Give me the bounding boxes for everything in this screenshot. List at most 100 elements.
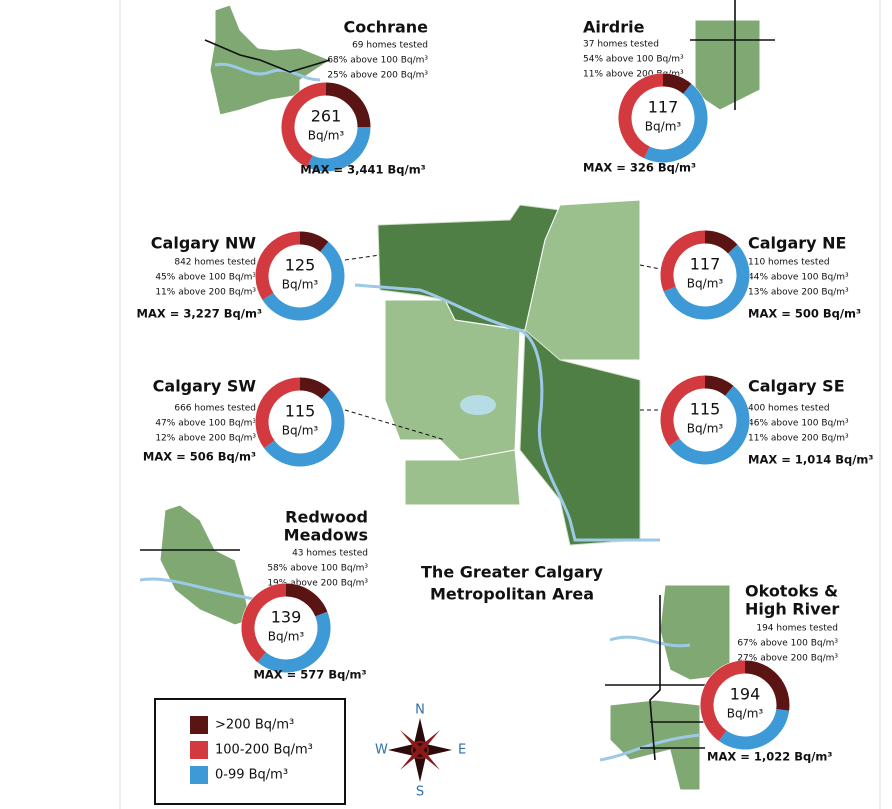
donut-100-200 xyxy=(255,377,301,449)
median-unit: Bq/m³ xyxy=(282,278,319,292)
map-title: The Greater Calgary xyxy=(421,563,604,582)
median-value: 115 xyxy=(690,400,721,419)
donut-0-99 xyxy=(718,708,790,750)
median-value: 125 xyxy=(285,256,316,275)
median-value: 117 xyxy=(648,98,679,117)
donut-200 xyxy=(704,230,738,254)
compass-n: N xyxy=(415,703,425,718)
max-value: MAX = 577 Bq/m³ xyxy=(253,668,366,682)
stat-line: 54% above 100 Bq/m³ xyxy=(583,55,684,65)
region-name: Okotoks & xyxy=(745,582,838,601)
legend-label: 0-99 Bq/m³ xyxy=(215,768,288,783)
region: Calgary NE 110 homes tested 44% above 100 … xyxy=(660,230,861,321)
region-name: Calgary SW xyxy=(153,377,257,396)
median-value: 261 xyxy=(311,107,342,126)
region: Calgary SE 400 homes tested 46% above 100 … xyxy=(660,375,873,467)
region: Calgary SW 666 homes tested 47% above 100 … xyxy=(143,377,345,467)
stat-line: 11% above 200 Bq/m³ xyxy=(583,70,684,80)
compass-s: S xyxy=(416,785,424,800)
region: Airdrie 37 homes tested 54% above 100 Bq/m… xyxy=(583,18,708,175)
legend-swatch xyxy=(190,741,208,759)
donut-0-99 xyxy=(307,126,371,172)
region: Calgary NW 842 homes tested 45% above 100 … xyxy=(137,231,345,321)
region-name: Calgary NE xyxy=(748,234,846,253)
stat-line: 68% above 100 Bq/m³ xyxy=(327,56,428,66)
median-unit: Bq/m³ xyxy=(727,707,764,721)
legend-swatch xyxy=(190,766,208,784)
max-value: MAX = 3,441 Bq/m³ xyxy=(300,163,425,177)
stat-line: 45% above 100 Bq/m³ xyxy=(155,273,256,283)
legend-swatch xyxy=(190,716,208,734)
donut-100-200 xyxy=(618,73,664,159)
homes-tested: 37 homes tested xyxy=(583,40,659,50)
donut-0-99 xyxy=(262,241,345,321)
max-value: MAX = 326 Bq/m³ xyxy=(583,161,696,175)
regions: Cochrane 69 homes tested 68% above 100 Bq/… xyxy=(137,18,874,764)
donut-100-200 xyxy=(700,660,746,741)
donut-200 xyxy=(325,82,371,128)
region-name: Redwood xyxy=(285,508,368,527)
donut-100-200 xyxy=(281,82,327,168)
region-name: Cochrane xyxy=(343,18,428,37)
map-title: Metropolitan Area xyxy=(430,585,594,604)
median-unit: Bq/m³ xyxy=(645,120,682,134)
donut-100-200 xyxy=(241,583,287,663)
stat-line: 67% above 100 Bq/m³ xyxy=(737,639,838,649)
median-value: 194 xyxy=(730,685,761,704)
donut-200 xyxy=(662,73,692,94)
homes-tested: 400 homes tested xyxy=(748,404,830,414)
okotoks-map xyxy=(599,584,731,791)
region-name: Meadows xyxy=(284,526,368,545)
legend: >200 Bq/m³ 100-200 Bq/m³ 0-99 Bq/m³ xyxy=(190,716,313,784)
legend-label: 100-200 Bq/m³ xyxy=(215,743,313,758)
homes-tested: 69 homes tested xyxy=(352,41,428,51)
airdrie-map xyxy=(690,0,775,111)
stat-line: 12% above 200 Bq/m³ xyxy=(155,434,256,444)
homes-tested: 666 homes tested xyxy=(174,404,256,414)
donut-100-200 xyxy=(255,231,301,300)
median-value: 117 xyxy=(690,255,721,274)
homes-tested: 842 homes tested xyxy=(174,258,256,268)
donut-100-200 xyxy=(660,230,706,292)
median-value: 115 xyxy=(285,402,316,421)
region-name: High River xyxy=(745,600,839,619)
cochrane-map xyxy=(204,4,332,116)
donut-0-99 xyxy=(264,389,345,467)
median-unit: Bq/m³ xyxy=(268,630,305,644)
stat-line: 46% above 100 Bq/m³ xyxy=(748,419,849,429)
compass-w: W xyxy=(375,743,388,758)
donut-0-99 xyxy=(644,83,708,163)
stat-line: 19% above 200 Bq/m³ xyxy=(267,579,368,589)
region-name: Airdrie xyxy=(583,18,645,37)
stat-line: 47% above 100 Bq/m³ xyxy=(155,419,256,429)
reservoir xyxy=(460,395,496,415)
region: Okotoks &High River 194 homes tested 67% a… xyxy=(700,582,839,764)
stat-line: 27% above 200 Bq/m³ xyxy=(737,654,838,664)
homes-tested: 110 homes tested xyxy=(748,258,830,268)
donut-200 xyxy=(744,660,790,711)
region: Cochrane 69 homes tested 68% above 100 Bq/… xyxy=(281,18,428,177)
stat-line: 44% above 100 Bq/m³ xyxy=(748,273,849,283)
donut-0-99 xyxy=(257,611,331,673)
homes-tested: 43 homes tested xyxy=(292,549,368,559)
donut-200 xyxy=(299,377,331,400)
region-name: Calgary SE xyxy=(748,377,845,396)
max-value: MAX = 3,227 Bq/m³ xyxy=(137,307,262,321)
compass: N S E W xyxy=(375,703,466,800)
region-name: Calgary NW xyxy=(151,234,257,253)
donut-200 xyxy=(285,583,328,617)
donut-0-99 xyxy=(669,385,750,465)
legend-box xyxy=(154,698,346,805)
median-unit: Bq/m³ xyxy=(308,129,345,143)
donut-100-200 xyxy=(660,375,706,447)
median-unit: Bq/m³ xyxy=(687,277,724,291)
stat-line: 11% above 200 Bq/m³ xyxy=(155,288,256,298)
max-value: MAX = 506 Bq/m³ xyxy=(143,450,256,464)
max-value: MAX = 1,022 Bq/m³ xyxy=(707,750,832,764)
stat-line: 25% above 200 Bq/m³ xyxy=(327,71,428,81)
homes-tested: 194 homes tested xyxy=(756,624,838,634)
donut-200 xyxy=(704,375,734,396)
max-value: MAX = 500 Bq/m³ xyxy=(748,307,861,321)
